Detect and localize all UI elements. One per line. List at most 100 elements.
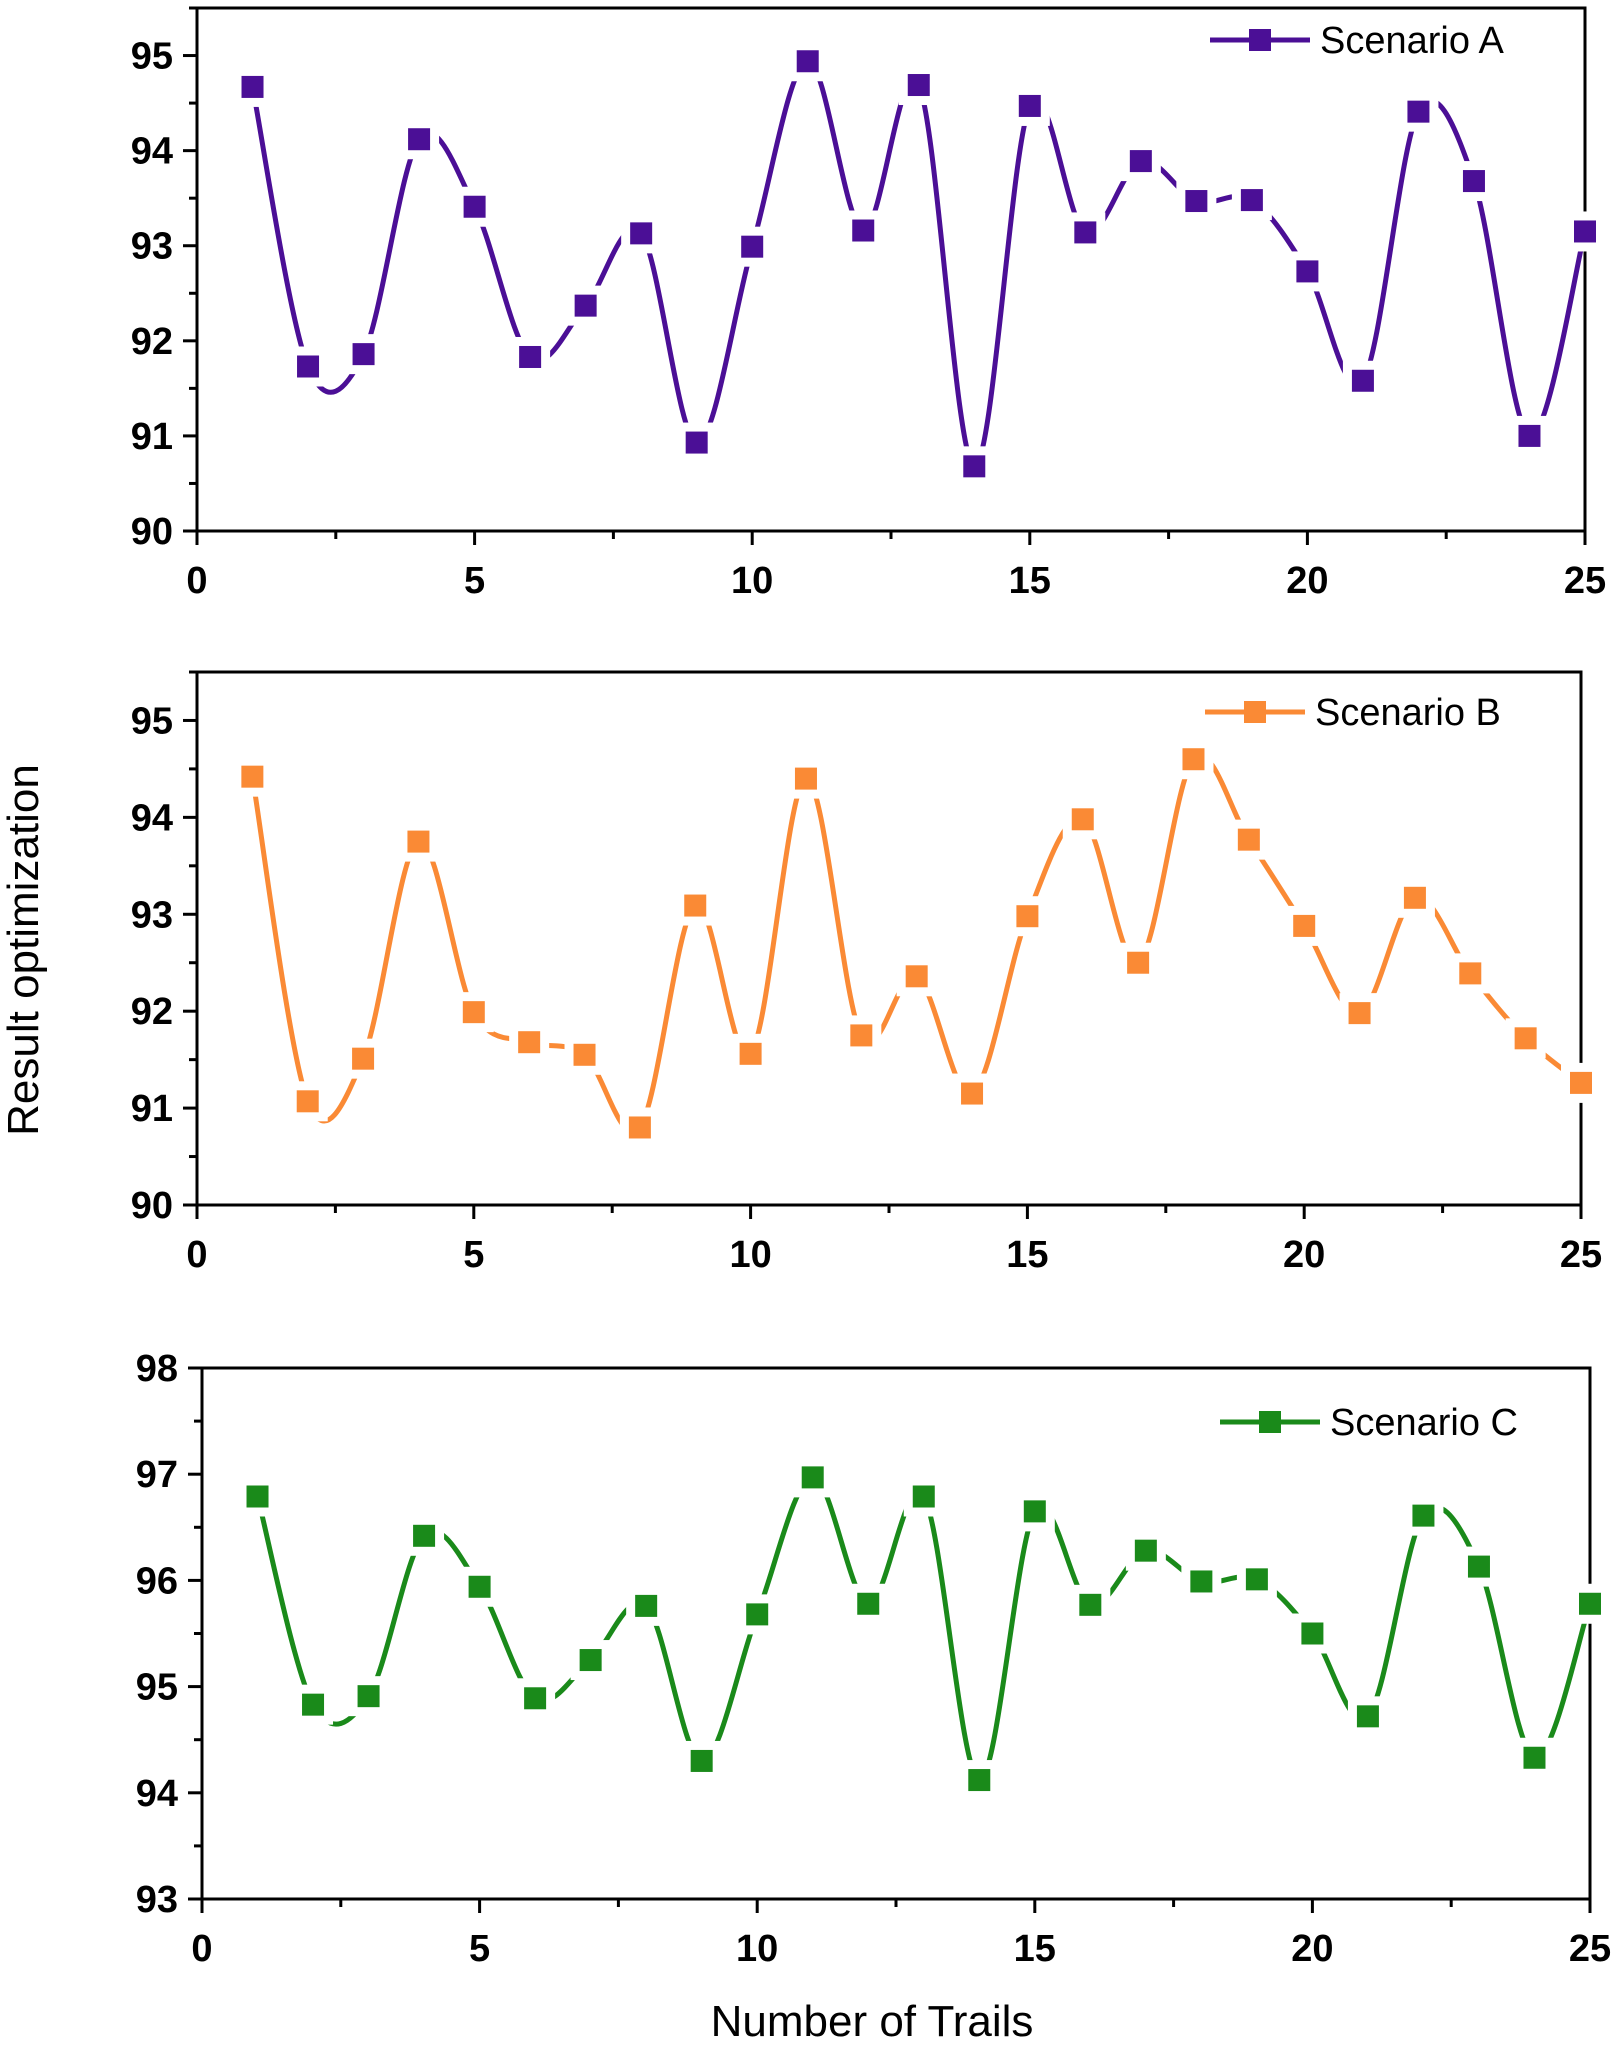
y-tick-label: 90 — [131, 511, 173, 553]
data-point — [468, 1575, 491, 1598]
data-point — [912, 1485, 935, 1508]
x-tick-label: 15 — [1006, 1234, 1048, 1276]
data-point — [630, 222, 653, 245]
y-axis-title: Result optimization — [0, 764, 48, 1136]
x-tick-label: 20 — [1291, 1928, 1333, 1970]
data-point — [1301, 1622, 1324, 1645]
data-point — [1245, 1568, 1268, 1591]
panel-scenario-b: 0 5 10 15 20 25 90 91 92 93 94 95 Scenario B — [131, 670, 1602, 1276]
data-point — [573, 1043, 596, 1066]
y-tick-label: 93 — [131, 226, 173, 268]
data-point — [1016, 905, 1039, 928]
data-point — [1412, 1504, 1435, 1527]
data-point — [241, 765, 264, 788]
data-point — [462, 1001, 485, 1024]
data-point — [905, 965, 928, 988]
data-point — [1403, 886, 1426, 909]
x-tick-label: 25 — [1569, 1928, 1611, 1970]
data-point — [357, 1685, 380, 1708]
y-tick-label: 95 — [131, 700, 173, 742]
x-tick-label: 0 — [186, 560, 207, 602]
data-point — [302, 1693, 325, 1716]
data-point — [296, 1090, 319, 1113]
series-line — [250, 58, 1585, 469]
x-tick-label: 0 — [191, 1928, 212, 1970]
x-tick-label: 10 — [731, 560, 773, 602]
data-point — [1459, 962, 1482, 985]
x-tick-label: 15 — [1009, 560, 1051, 602]
y-tick-label: 96 — [136, 1560, 178, 1602]
series-line — [249, 753, 1581, 1135]
data-point — [579, 1649, 602, 1672]
plot-frame — [200, 1366, 1592, 1901]
data-point — [1518, 424, 1541, 447]
series-line — [255, 1474, 1590, 1783]
data-point — [628, 1116, 651, 1139]
x-tick-label: 5 — [464, 560, 485, 602]
data-point — [352, 343, 375, 366]
legend-label: Scenario A — [1320, 20, 1504, 62]
data-point — [968, 1769, 991, 1792]
data-point — [1579, 1592, 1601, 1615]
data-point — [739, 1042, 762, 1065]
data-point — [1574, 220, 1596, 243]
data-point — [408, 128, 431, 151]
x-tick-label: 25 — [1560, 1234, 1602, 1276]
x-tick-label: 25 — [1564, 560, 1606, 602]
data-point — [850, 1024, 873, 1047]
data-point — [1407, 100, 1430, 123]
data-point — [1134, 1539, 1157, 1562]
data-point — [963, 455, 986, 478]
data-point — [1467, 1555, 1490, 1578]
y-tick-label: 91 — [131, 416, 173, 458]
data-point — [1023, 1500, 1046, 1523]
data-point — [690, 1749, 713, 1772]
data-point — [463, 195, 486, 218]
x-tick-label: 5 — [463, 1234, 484, 1276]
y-tick-label: 92 — [131, 321, 173, 363]
data-point — [1182, 748, 1205, 771]
y-tick-label: 93 — [136, 1879, 178, 1921]
y-tick-label: 94 — [131, 797, 173, 839]
data-point — [1356, 1705, 1379, 1728]
data-point — [1523, 1746, 1546, 1769]
y-tick-label: 94 — [136, 1773, 178, 1815]
legend-marker — [1259, 1411, 1281, 1433]
data-point — [519, 345, 542, 368]
data-point — [1514, 1027, 1537, 1050]
data-point — [685, 431, 708, 454]
y-tick-label: 90 — [131, 1185, 173, 1227]
x-tick-label: 10 — [736, 1928, 778, 1970]
data-point — [1018, 94, 1041, 117]
data-point — [1129, 150, 1152, 173]
data-point — [297, 355, 320, 378]
data-point — [1351, 369, 1374, 392]
data-point — [241, 75, 264, 98]
y-tick-label: 94 — [131, 131, 173, 173]
data-point — [246, 1485, 269, 1508]
panel-scenario-c: 0 5 10 15 20 25 93 94 95 96 97 98 Scenario C — [136, 1348, 1611, 1970]
y-tick-label: 95 — [131, 36, 173, 78]
legend-label: Scenario B — [1315, 692, 1501, 734]
x-tick-label: 20 — [1286, 560, 1328, 602]
y-tick-label: 95 — [136, 1667, 178, 1709]
data-point — [518, 1031, 541, 1054]
data-point — [794, 767, 817, 790]
legend-marker — [1249, 29, 1271, 51]
data-point — [1190, 1570, 1213, 1593]
plot-frame — [195, 670, 1583, 1207]
legend-marker — [1244, 701, 1266, 723]
data-point — [1348, 1002, 1371, 1025]
data-point — [1462, 170, 1485, 193]
data-point — [907, 74, 930, 97]
data-point — [1185, 190, 1208, 213]
data-point — [1296, 260, 1319, 283]
data-point — [746, 1603, 769, 1626]
y-tick-label: 98 — [136, 1348, 178, 1390]
data-point — [1240, 189, 1263, 212]
data-point — [635, 1594, 658, 1617]
data-point — [352, 1047, 375, 1070]
panel-scenario-a: 0 5 10 15 20 25 90 91 92 93 94 95 Scenario A — [131, 6, 1606, 602]
data-point — [1071, 808, 1094, 831]
